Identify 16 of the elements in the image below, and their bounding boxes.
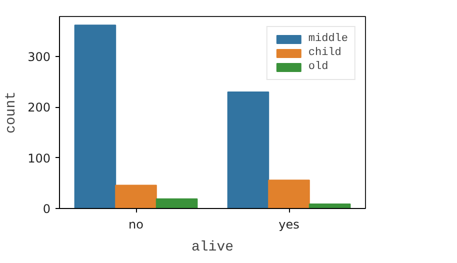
x-tick-label: no — [128, 218, 144, 232]
x-axis-title: alive — [191, 240, 234, 256]
legend-label: old — [308, 61, 328, 73]
legend-label: middle — [308, 33, 348, 45]
bar — [115, 184, 157, 208]
bar — [227, 91, 270, 208]
bar — [74, 24, 116, 208]
bar — [268, 180, 310, 208]
y-tick-label: 0 — [42, 202, 51, 216]
y-axis-title: count — [4, 91, 20, 134]
legend-label: child — [308, 47, 342, 59]
y-tick-label: 100 — [28, 151, 50, 166]
x-tick-label: yes — [278, 218, 300, 232]
y-tick-label: 200 — [28, 100, 50, 115]
bar — [156, 198, 198, 208]
y-tick-label: 300 — [28, 50, 50, 64]
